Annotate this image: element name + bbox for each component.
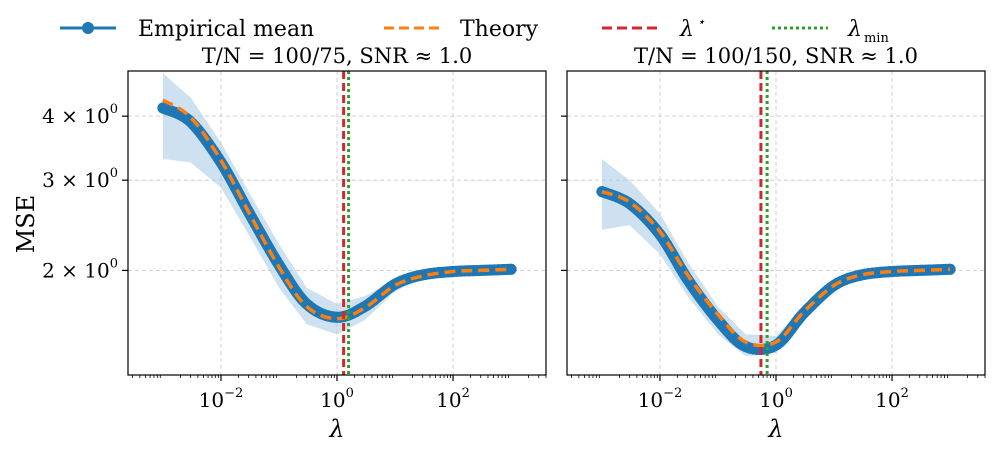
legend-empirical-label: Empirical mean xyxy=(138,17,314,42)
x-tick-label-0: 10−2 xyxy=(199,386,244,412)
theory-line xyxy=(161,98,512,321)
x-tick-label-0: 10−2 xyxy=(638,386,683,412)
theory-line xyxy=(601,189,951,348)
x-tick-label-1: 100 xyxy=(320,386,354,412)
confidence-band xyxy=(162,73,512,335)
y-tick-label-2: 2 × 100 xyxy=(42,256,118,282)
panel-title: T/N = 100/150, SNR ≈ 1.0 xyxy=(634,44,918,68)
panel-right: 10−2 100 102 T/N = 100/150, SNR ≈ 1.0 λ xyxy=(561,44,986,443)
panel-title: T/N = 100/75, SNR ≈ 1.0 xyxy=(202,44,473,68)
y-axis-label: MSE xyxy=(12,195,40,254)
x-tick-label-1: 100 xyxy=(759,386,793,412)
x-tick-label-2: 102 xyxy=(436,386,470,412)
legend-empirical-marker xyxy=(82,22,94,34)
x-axis-label: λ xyxy=(767,415,783,443)
empirical-marker xyxy=(505,263,517,275)
y-tick-label-1: 3 × 100 xyxy=(42,166,118,192)
legend-lambda-star-label: λ ⋆ xyxy=(679,15,705,42)
legend-lambda-min-label: λ min xyxy=(847,17,889,46)
legend: Empirical mean Theory λ ⋆ λ min xyxy=(60,15,889,46)
x-tick-label-2: 102 xyxy=(875,386,909,412)
legend-theory-label: Theory xyxy=(460,17,539,42)
y-tick-label-0: 4 × 100 xyxy=(42,102,118,128)
panel-left: 10−2 100 102 4 × 100 3 × 100 2 × 100 T/N = 100… xyxy=(42,44,547,443)
x-axis-label: λ xyxy=(328,415,344,443)
